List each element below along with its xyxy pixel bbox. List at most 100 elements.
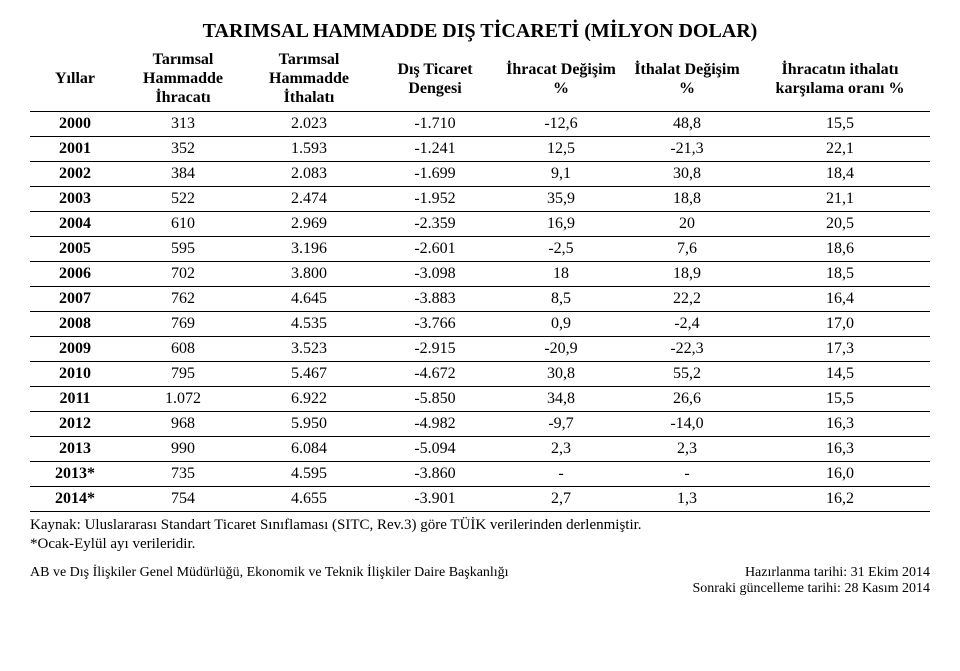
value-cell: 16,2 [750, 486, 930, 511]
value-cell: 18,4 [750, 161, 930, 186]
value-cell: 16,0 [750, 461, 930, 486]
table-row: 20035222.474-1.95235,918,821,1 [30, 186, 930, 211]
value-cell: 769 [120, 311, 246, 336]
value-cell: 5.950 [246, 411, 372, 436]
value-cell: 30,8 [498, 361, 624, 386]
value-cell: -4.982 [372, 411, 498, 436]
year-cell: 2013* [30, 461, 120, 486]
table-row: 20023842.083-1.6999,130,818,4 [30, 161, 930, 186]
value-cell: 313 [120, 111, 246, 136]
col-header: İhracat Değişim % [498, 47, 624, 111]
value-cell: -21,3 [624, 136, 750, 161]
value-cell: 22,1 [750, 136, 930, 161]
value-cell: 608 [120, 336, 246, 361]
year-cell: 2001 [30, 136, 120, 161]
value-cell: 2.023 [246, 111, 372, 136]
year-cell: 2006 [30, 261, 120, 286]
value-cell: 7,6 [624, 236, 750, 261]
value-cell: 14,5 [750, 361, 930, 386]
value-cell: -4.672 [372, 361, 498, 386]
value-cell: 4.645 [246, 286, 372, 311]
page-footer: AB ve Dış İlişkiler Genel Müdürlüğü, Eko… [30, 565, 930, 597]
col-header: Dış Ticaret Dengesi [372, 47, 498, 111]
value-cell: 9,1 [498, 161, 624, 186]
value-cell: 20,5 [750, 211, 930, 236]
value-cell: 2.969 [246, 211, 372, 236]
value-cell: 18 [498, 261, 624, 286]
value-cell: 15,5 [750, 111, 930, 136]
value-cell: 702 [120, 261, 246, 286]
col-header: İthalat Değişim % [624, 47, 750, 111]
value-cell: 522 [120, 186, 246, 211]
value-cell: 990 [120, 436, 246, 461]
value-cell: 15,5 [750, 386, 930, 411]
year-cell: 2002 [30, 161, 120, 186]
value-cell: -2.601 [372, 236, 498, 261]
value-cell: -2.915 [372, 336, 498, 361]
value-cell: -22,3 [624, 336, 750, 361]
table-row: 20077624.645-3.8838,522,216,4 [30, 286, 930, 311]
value-cell: 48,8 [624, 111, 750, 136]
value-cell: 595 [120, 236, 246, 261]
value-cell: -3.766 [372, 311, 498, 336]
footer-date-next: Sonraki güncelleme tarihi: 28 Kasım 2014 [692, 581, 930, 597]
value-cell: 4.595 [246, 461, 372, 486]
source-note: Kaynak: Uluslararası Standart Ticaret Sı… [30, 516, 930, 555]
year-cell: 2003 [30, 186, 120, 211]
source-line: *Ocak-Eylül ayı verileridir. [30, 535, 930, 555]
value-cell: 34,8 [498, 386, 624, 411]
year-cell: 2007 [30, 286, 120, 311]
footer-date-prepared: Hazırlanma tarihi: 31 Ekim 2014 [692, 565, 930, 581]
table-row: 2014*7544.655-3.9012,71,316,2 [30, 486, 930, 511]
value-cell: 6.922 [246, 386, 372, 411]
value-cell: -1.241 [372, 136, 498, 161]
table-row: 20046102.969-2.35916,92020,5 [30, 211, 930, 236]
value-cell: 2,3 [498, 436, 624, 461]
value-cell: 3.196 [246, 236, 372, 261]
value-cell: 610 [120, 211, 246, 236]
year-cell: 2010 [30, 361, 120, 386]
year-cell: 2013 [30, 436, 120, 461]
value-cell: 735 [120, 461, 246, 486]
value-cell: -3.860 [372, 461, 498, 486]
value-cell: 3.800 [246, 261, 372, 286]
data-table: Yıllar Tarımsal Hammadde İhracatı Tarıms… [30, 47, 930, 512]
value-cell: 22,2 [624, 286, 750, 311]
value-cell: 26,6 [624, 386, 750, 411]
value-cell: 6.084 [246, 436, 372, 461]
value-cell: 3.523 [246, 336, 372, 361]
value-cell: -9,7 [498, 411, 624, 436]
value-cell: 0,9 [498, 311, 624, 336]
value-cell: 1.072 [120, 386, 246, 411]
col-header: Tarımsal Hammadde İhracatı [120, 47, 246, 111]
col-header: Tarımsal Hammadde İthalatı [246, 47, 372, 111]
value-cell: 18,5 [750, 261, 930, 286]
table-row: 20107955.467-4.67230,855,214,5 [30, 361, 930, 386]
value-cell: -3.098 [372, 261, 498, 286]
value-cell: -5.850 [372, 386, 498, 411]
year-cell: 2005 [30, 236, 120, 261]
table-row: 20013521.593-1.24112,5-21,322,1 [30, 136, 930, 161]
year-cell: 2014* [30, 486, 120, 511]
source-line: Kaynak: Uluslararası Standart Ticaret Sı… [30, 516, 930, 536]
col-header: İhracatın ithalatı karşılama oranı % [750, 47, 930, 111]
value-cell: - [624, 461, 750, 486]
table-row: 20129685.950-4.982-9,7-14,016,3 [30, 411, 930, 436]
value-cell: 21,1 [750, 186, 930, 211]
year-cell: 2012 [30, 411, 120, 436]
value-cell: -20,9 [498, 336, 624, 361]
value-cell: 16,3 [750, 436, 930, 461]
year-cell: 2011 [30, 386, 120, 411]
value-cell: 968 [120, 411, 246, 436]
col-header: Yıllar [30, 47, 120, 111]
page-title: TARIMSAL HAMMADDE DIŞ TİCARETİ (MİLYON D… [30, 20, 930, 43]
value-cell: 55,2 [624, 361, 750, 386]
table-row: 20096083.523-2.915-20,9-22,317,3 [30, 336, 930, 361]
value-cell: 16,4 [750, 286, 930, 311]
value-cell: 12,5 [498, 136, 624, 161]
value-cell: 4.655 [246, 486, 372, 511]
value-cell: 1.593 [246, 136, 372, 161]
value-cell: - [498, 461, 624, 486]
table-row: 20067023.800-3.0981818,918,5 [30, 261, 930, 286]
value-cell: -1.710 [372, 111, 498, 136]
